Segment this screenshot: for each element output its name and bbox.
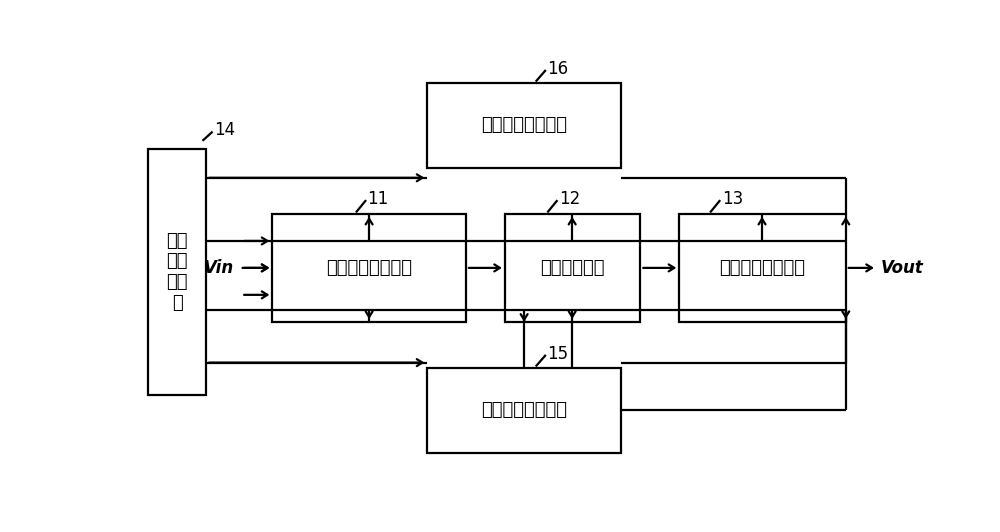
Text: 电流反相电路: 电流反相电路 — [540, 259, 605, 277]
Bar — [427, 83, 621, 168]
Bar — [427, 368, 621, 453]
Text: 15: 15 — [547, 345, 568, 363]
Text: 下行电流补偿电路: 下行电流补偿电路 — [481, 117, 567, 135]
Bar — [679, 214, 846, 322]
Text: 电流
镜镜
像电
路: 电流 镜镜 像电 路 — [167, 231, 188, 312]
Text: 甲乙类输出级电路: 甲乙类输出级电路 — [719, 259, 805, 277]
Text: 12: 12 — [559, 189, 580, 207]
Bar — [505, 214, 640, 322]
Bar — [148, 148, 206, 395]
Text: 14: 14 — [214, 121, 235, 139]
Text: 轨到轨输入级电路: 轨到轨输入级电路 — [326, 259, 412, 277]
Bar — [272, 214, 466, 322]
Text: 11: 11 — [368, 189, 389, 207]
Text: 13: 13 — [722, 189, 743, 207]
Text: Vin: Vin — [203, 259, 234, 277]
Text: 上行电流补偿电路: 上行电流补偿电路 — [481, 401, 567, 419]
Text: 16: 16 — [547, 60, 568, 78]
Text: Vout: Vout — [881, 259, 924, 277]
